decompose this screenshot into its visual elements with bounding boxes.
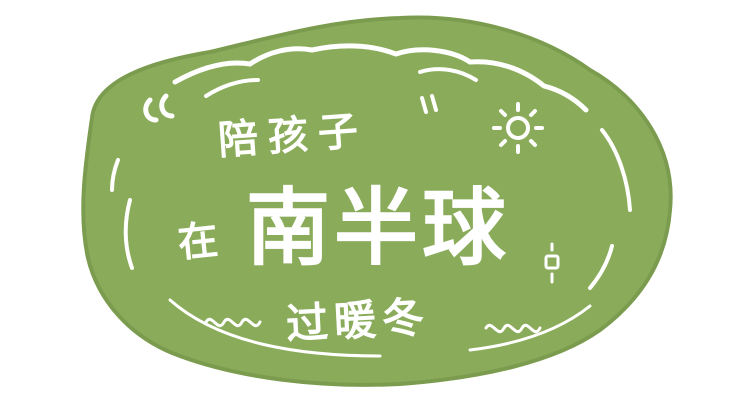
title-prefix: 在	[175, 217, 221, 267]
top-doodle-line	[172, 43, 589, 113]
sun-doodle-icon	[492, 102, 544, 154]
quote-marks-right-icon	[420, 94, 438, 114]
title-main: 南半球	[246, 179, 511, 277]
sparkle-doodle-icon	[544, 242, 560, 284]
bottom-doodle-arc	[168, 298, 592, 358]
bottom-doodle-right	[484, 323, 542, 334]
bottom-doodle-left	[204, 317, 262, 328]
title-line3: 过暖冬	[284, 292, 432, 349]
quote-marks-left-icon	[143, 93, 175, 123]
left-doodle-line	[110, 158, 134, 270]
green-blob	[81, 15, 673, 387]
right-doodle-line	[588, 128, 632, 290]
top-doodle-line-inner	[204, 67, 478, 98]
title-line1: 陪孩子	[216, 107, 370, 165]
